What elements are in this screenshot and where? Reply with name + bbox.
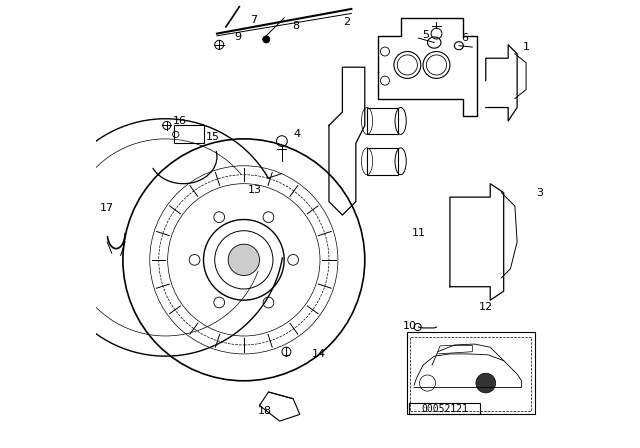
Text: 13: 13	[248, 185, 262, 195]
Bar	[409, 403, 481, 414]
Bar	[174, 125, 204, 143]
Text: 15: 15	[205, 132, 220, 142]
Text: 6: 6	[461, 33, 468, 43]
Bar	[407, 332, 535, 414]
Text: 7: 7	[251, 15, 258, 25]
Text: 11: 11	[412, 228, 426, 238]
Bar	[410, 337, 531, 411]
Text: 12: 12	[479, 302, 493, 312]
Text: 18: 18	[259, 406, 273, 416]
Text: 9: 9	[234, 32, 241, 42]
Circle shape	[262, 36, 270, 43]
Text: 5: 5	[422, 30, 429, 40]
Text: 00052121: 00052121	[421, 404, 468, 414]
Circle shape	[228, 244, 260, 276]
Circle shape	[476, 373, 495, 393]
Text: 8: 8	[292, 21, 299, 31]
Bar	[367, 108, 398, 134]
Text: 1: 1	[523, 42, 529, 52]
Text: 10: 10	[403, 321, 417, 331]
Text: 17: 17	[100, 203, 115, 213]
Text: 16: 16	[173, 116, 188, 126]
Text: 3: 3	[536, 188, 543, 198]
Text: 14: 14	[312, 349, 326, 359]
Bar	[367, 148, 398, 175]
Text: 2: 2	[343, 17, 351, 27]
Text: 4: 4	[293, 129, 300, 139]
